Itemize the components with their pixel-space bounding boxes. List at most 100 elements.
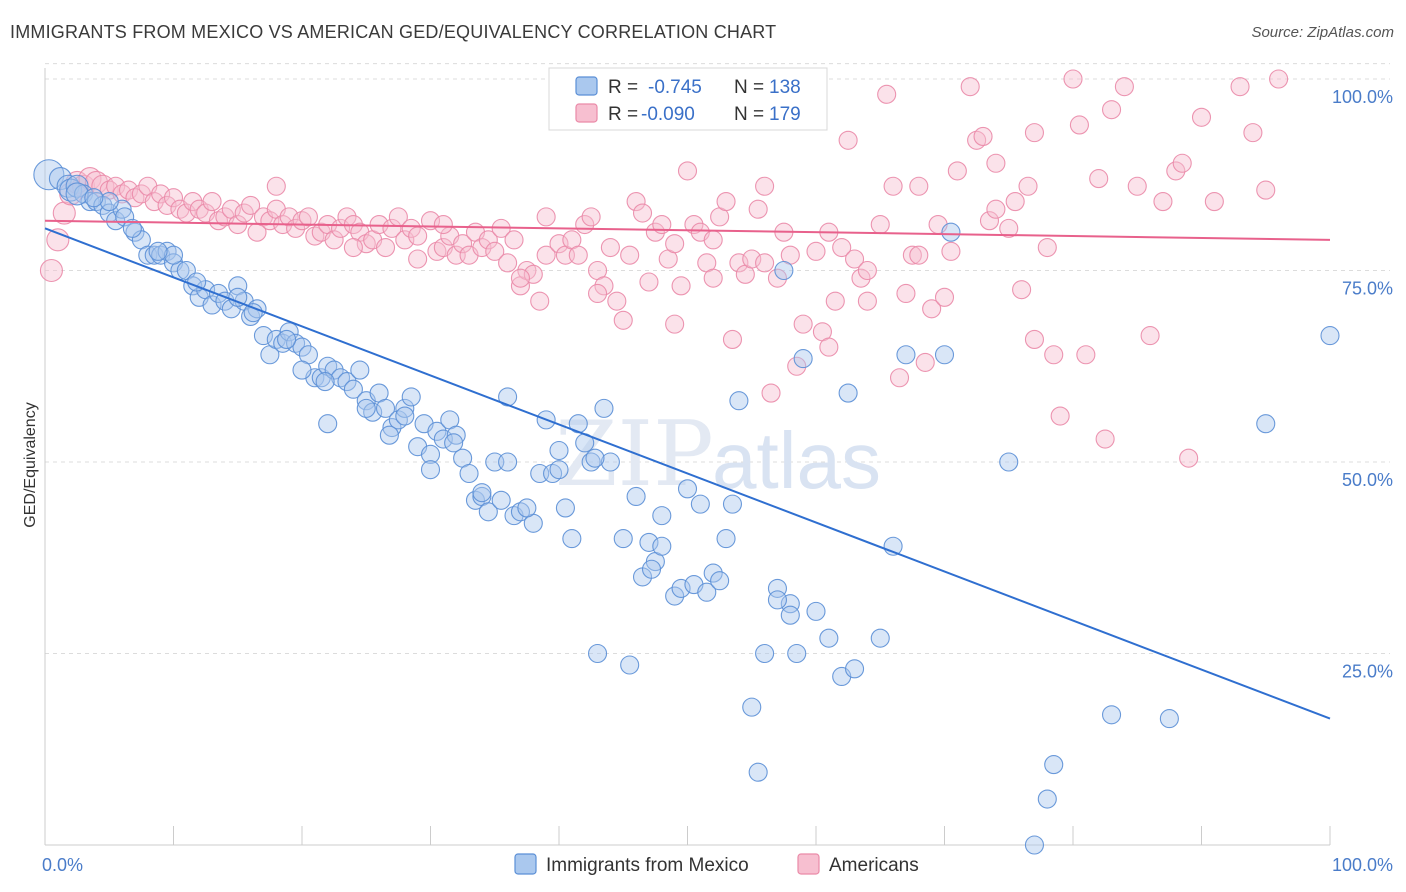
americans-point xyxy=(1044,345,1064,365)
mexico-point xyxy=(755,643,775,664)
mexico-point xyxy=(1024,835,1044,855)
americans-point xyxy=(909,245,929,265)
mexico-point xyxy=(459,463,479,484)
mexico-point xyxy=(318,414,338,434)
americans-point xyxy=(755,176,775,196)
trend-lines xyxy=(44,219,1331,720)
mexico-point xyxy=(641,559,662,579)
mexico-point xyxy=(748,762,768,782)
americans-point xyxy=(755,253,775,273)
mexico-point xyxy=(379,425,399,445)
americans-point xyxy=(889,368,910,388)
mexico-point xyxy=(774,260,794,281)
americans-point xyxy=(999,218,1019,238)
mexico-point xyxy=(594,398,614,418)
americans-point xyxy=(767,268,788,288)
americans-point xyxy=(298,207,318,227)
mexico-point xyxy=(555,498,575,518)
mexico-point xyxy=(491,490,511,510)
legend-n-label-blue: N = xyxy=(734,77,764,98)
americans-point xyxy=(1166,161,1186,181)
legend-r-value-blue: -0.745 xyxy=(648,77,702,98)
mexico-point xyxy=(677,479,698,499)
legend-r-label-pink: R = xyxy=(608,104,638,125)
americans-point xyxy=(498,253,518,273)
mexico-point xyxy=(279,322,299,342)
americans-point xyxy=(716,192,736,212)
mexico-point xyxy=(517,498,537,518)
americans-point xyxy=(420,211,441,231)
americans-point xyxy=(1012,280,1032,300)
legend-bottom: Immigrants from Mexico Americans xyxy=(514,853,919,876)
americans-point xyxy=(478,230,498,250)
mexico-point xyxy=(33,159,65,191)
americans-point xyxy=(408,226,428,246)
mexico-point xyxy=(703,563,723,583)
americans-point xyxy=(986,153,1006,173)
americans-point xyxy=(151,184,171,204)
mexico-point xyxy=(163,245,184,265)
mexico-point xyxy=(59,178,83,202)
americans-point xyxy=(838,130,858,150)
americans-point xyxy=(118,180,139,200)
mexico-point xyxy=(356,398,376,418)
americans-point xyxy=(722,329,743,349)
americans-point xyxy=(639,272,659,292)
mexico-point xyxy=(716,529,736,549)
americans-point xyxy=(684,214,704,235)
mexico-point xyxy=(292,337,312,357)
mexico-point xyxy=(844,659,865,679)
legend-top: R = -0.745 N = 138 R = -0.090 N = 179 xyxy=(548,67,828,131)
chart-title: IMMIGRANTS FROM MEXICO VS AMERICAN GED/E… xyxy=(10,22,777,42)
watermark: ZIP atlas xyxy=(555,402,881,507)
americans-point xyxy=(530,291,550,311)
americans-point xyxy=(979,211,1000,231)
mexico-point xyxy=(767,590,788,610)
americans-point xyxy=(742,249,762,269)
x-tick-label: 100.0% xyxy=(1332,855,1393,875)
legend-n-label-pink: N = xyxy=(734,104,764,125)
americans-point xyxy=(1127,176,1147,196)
americans-point xyxy=(806,241,826,261)
americans-point xyxy=(620,245,640,265)
y-tick-label: 75.0% xyxy=(1342,279,1393,299)
americans-points xyxy=(39,69,1289,468)
legend-r-label-blue: R = xyxy=(608,77,638,98)
americans-point xyxy=(819,337,839,357)
americans-point xyxy=(1269,69,1289,89)
bottom-swatch-blue xyxy=(514,853,537,875)
americans-point xyxy=(594,276,614,296)
mexico-point xyxy=(433,429,453,449)
americans-point xyxy=(549,234,569,254)
y-tick-labels: 100.0% 75.0% 50.0% 25.0% xyxy=(1332,87,1393,682)
mexico-point xyxy=(382,417,402,438)
mexico-point xyxy=(292,360,312,380)
americans-point xyxy=(671,276,691,296)
americans-point xyxy=(677,161,698,181)
mexico-point xyxy=(581,452,601,472)
americans-point xyxy=(703,268,723,288)
mexico-point xyxy=(401,387,421,407)
americans-point xyxy=(343,237,363,258)
mexico-point xyxy=(202,295,222,315)
americans-point xyxy=(1191,107,1212,127)
mexico-point xyxy=(652,506,672,526)
mexico-point xyxy=(941,222,961,242)
americans-point xyxy=(163,188,184,208)
bottom-legend-americans: Americans xyxy=(829,855,919,876)
mexico-point xyxy=(620,655,640,675)
americans-point xyxy=(1172,153,1192,173)
mexico-point xyxy=(671,578,691,598)
legend-r-value-pink: -0.090 xyxy=(641,104,695,125)
source-label: Source: ZipAtlas.com xyxy=(1251,24,1394,41)
americans-point xyxy=(260,211,280,231)
mexico-point xyxy=(183,276,203,296)
americans-point xyxy=(703,230,723,250)
mexico-point xyxy=(315,372,335,392)
watermark-zip: ZIP xyxy=(555,402,714,507)
watermark-atlas: atlas xyxy=(712,416,881,505)
americans-point xyxy=(587,283,608,304)
mexico-point xyxy=(1037,789,1057,809)
americans-point xyxy=(52,201,76,225)
